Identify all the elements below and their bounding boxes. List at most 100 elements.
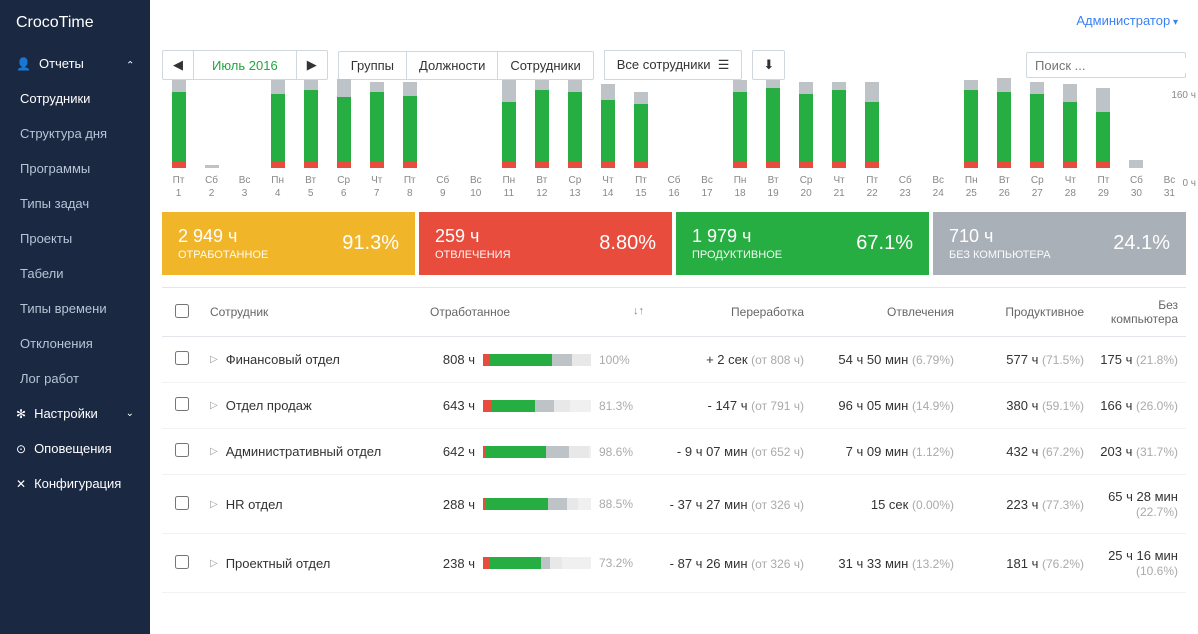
chart-bar[interactable] (337, 78, 351, 168)
productive-value: 577 ч (1006, 352, 1038, 367)
select-all-checkbox[interactable] (175, 304, 189, 318)
chart-bar[interactable] (568, 78, 582, 168)
bar-segment-green (535, 90, 549, 162)
th-name[interactable]: Сотрудник (202, 305, 422, 319)
card-percent: 67.1% (856, 232, 913, 255)
nav-section[interactable]: ⊙Оповещения (0, 431, 150, 466)
card-percent: 8.80% (599, 232, 656, 255)
th-overtime[interactable]: Переработка (652, 305, 812, 319)
chart-bar[interactable] (205, 78, 219, 168)
chart-bar[interactable] (370, 78, 384, 168)
row-checkbox[interactable] (175, 443, 189, 457)
sidebar-item[interactable]: Проекты (0, 221, 150, 256)
bar-segment-red (1096, 162, 1110, 168)
chart-bar[interactable] (502, 78, 516, 168)
view-tab[interactable]: Должности (406, 51, 498, 80)
productive-value: 380 ч (1006, 398, 1038, 413)
row-checkbox[interactable] (175, 351, 189, 365)
chart-bar[interactable] (238, 78, 252, 168)
user-menu[interactable]: Администратор (1076, 13, 1178, 28)
sidebar-item[interactable]: Сотрудники (0, 81, 150, 116)
chart-day-column: Вс10 (459, 78, 492, 200)
chart-day-label: Сб9 (436, 174, 449, 200)
chart-bar[interactable] (898, 78, 912, 168)
nav-section[interactable]: ✕Конфигурация (0, 466, 150, 501)
sidebar-item[interactable]: Типы времени (0, 291, 150, 326)
bar-seg-green (489, 557, 541, 569)
bar-segment-grey (865, 82, 879, 102)
chart-bar[interactable] (733, 78, 747, 168)
table-header: Сотрудник Отработанное ↓↑ Переработка От… (162, 287, 1186, 337)
chart-bar[interactable] (271, 78, 285, 168)
bar-segment-grey (1030, 82, 1044, 94)
chart-bar[interactable] (1162, 78, 1176, 168)
th-worked[interactable]: Отработанное ↓↑ (422, 305, 652, 319)
period-button[interactable]: Июль 2016 (193, 50, 297, 80)
chart-bar[interactable] (436, 78, 450, 168)
chart-bar[interactable] (634, 78, 648, 168)
view-tab[interactable]: Группы (338, 51, 407, 80)
chart-bar[interactable] (1096, 78, 1110, 168)
chart-bar[interactable] (931, 78, 945, 168)
chart-bar[interactable] (172, 78, 186, 168)
th-checkbox (162, 304, 202, 321)
row-checkbox[interactable] (175, 397, 189, 411)
search-input[interactable] (1035, 58, 1198, 73)
chart-bar[interactable] (964, 78, 978, 168)
chart-bar[interactable] (1129, 78, 1143, 168)
expand-icon[interactable]: ▷ (210, 400, 218, 411)
chart-bar[interactable] (997, 78, 1011, 168)
sidebar-item[interactable]: Структура дня (0, 116, 150, 151)
chart-bar[interactable] (766, 78, 780, 168)
row-checkbox[interactable] (175, 555, 189, 569)
bar-segment-grey (535, 80, 549, 90)
sidebar-item[interactable]: Лог работ (0, 361, 150, 396)
chart-bar[interactable] (700, 78, 714, 168)
prev-period-button[interactable]: ◀ (162, 50, 194, 80)
chart-day-column: Пт22 (856, 78, 889, 200)
employee-filter-button[interactable]: Все сотрудники ☰ (604, 50, 743, 80)
chart-day-label: Сб2 (205, 174, 218, 200)
sidebar-item[interactable]: Типы задач (0, 186, 150, 221)
chart-bar[interactable] (832, 78, 846, 168)
view-tab[interactable]: Сотрудники (497, 51, 593, 80)
expand-icon[interactable]: ▷ (210, 354, 218, 365)
chart-bar[interactable] (865, 78, 879, 168)
chart-day-label: Сб30 (1130, 174, 1143, 200)
bar-segment-green (601, 100, 615, 162)
chart-bar[interactable] (469, 78, 483, 168)
th-productive[interactable]: Продуктивное (962, 305, 1092, 319)
chart-bar[interactable] (667, 78, 681, 168)
summary-card-yellow[interactable]: 2 949 чОТРАБОТАННОЕ91.3% (162, 212, 415, 275)
chart-bar[interactable] (799, 78, 813, 168)
bar-seg-grey (552, 354, 571, 366)
chart-bar[interactable] (1030, 78, 1044, 168)
next-period-button[interactable]: ▶ (296, 50, 328, 80)
download-button[interactable]: ⬇ (752, 50, 785, 80)
expand-icon[interactable]: ▷ (210, 446, 218, 457)
section-label: Конфигурация (34, 476, 121, 491)
summary-card-grey[interactable]: 710 чБЕЗ КОМПЬЮТЕРА24.1% (933, 212, 1186, 275)
distraction-muted: (1.12%) (912, 445, 954, 459)
sidebar-item[interactable]: Программы (0, 151, 150, 186)
productive-muted: (71.5%) (1042, 353, 1084, 367)
sidebar-item[interactable]: Отклонения (0, 326, 150, 361)
user-icon: 👤 (16, 57, 31, 71)
chart-bar[interactable] (535, 78, 549, 168)
chart-day-label: Пт1 (173, 174, 185, 200)
sidebar-item[interactable]: Табели (0, 256, 150, 291)
th-nopc[interactable]: Без компьютера (1092, 298, 1186, 326)
th-distractions[interactable]: Отвлечения (812, 305, 962, 319)
chart-bar[interactable] (601, 78, 615, 168)
row-checkbox[interactable] (175, 496, 189, 510)
nav-group-reports[interactable]: 👤Отчеты⌄ (0, 46, 150, 81)
expand-icon[interactable]: ▷ (210, 499, 218, 510)
chart-day-label: Чт21 (834, 174, 845, 200)
nav-section[interactable]: ✻Настройки⌄ (0, 396, 150, 431)
chart-bar[interactable] (403, 78, 417, 168)
summary-card-green[interactable]: 1 979 чПРОДУКТИВНОЕ67.1% (676, 212, 929, 275)
summary-card-red[interactable]: 259 чОТВЛЕЧЕНИЯ8.80% (419, 212, 672, 275)
chart-bar[interactable] (304, 78, 318, 168)
expand-icon[interactable]: ▷ (210, 558, 218, 569)
chart-bar[interactable] (1063, 78, 1077, 168)
